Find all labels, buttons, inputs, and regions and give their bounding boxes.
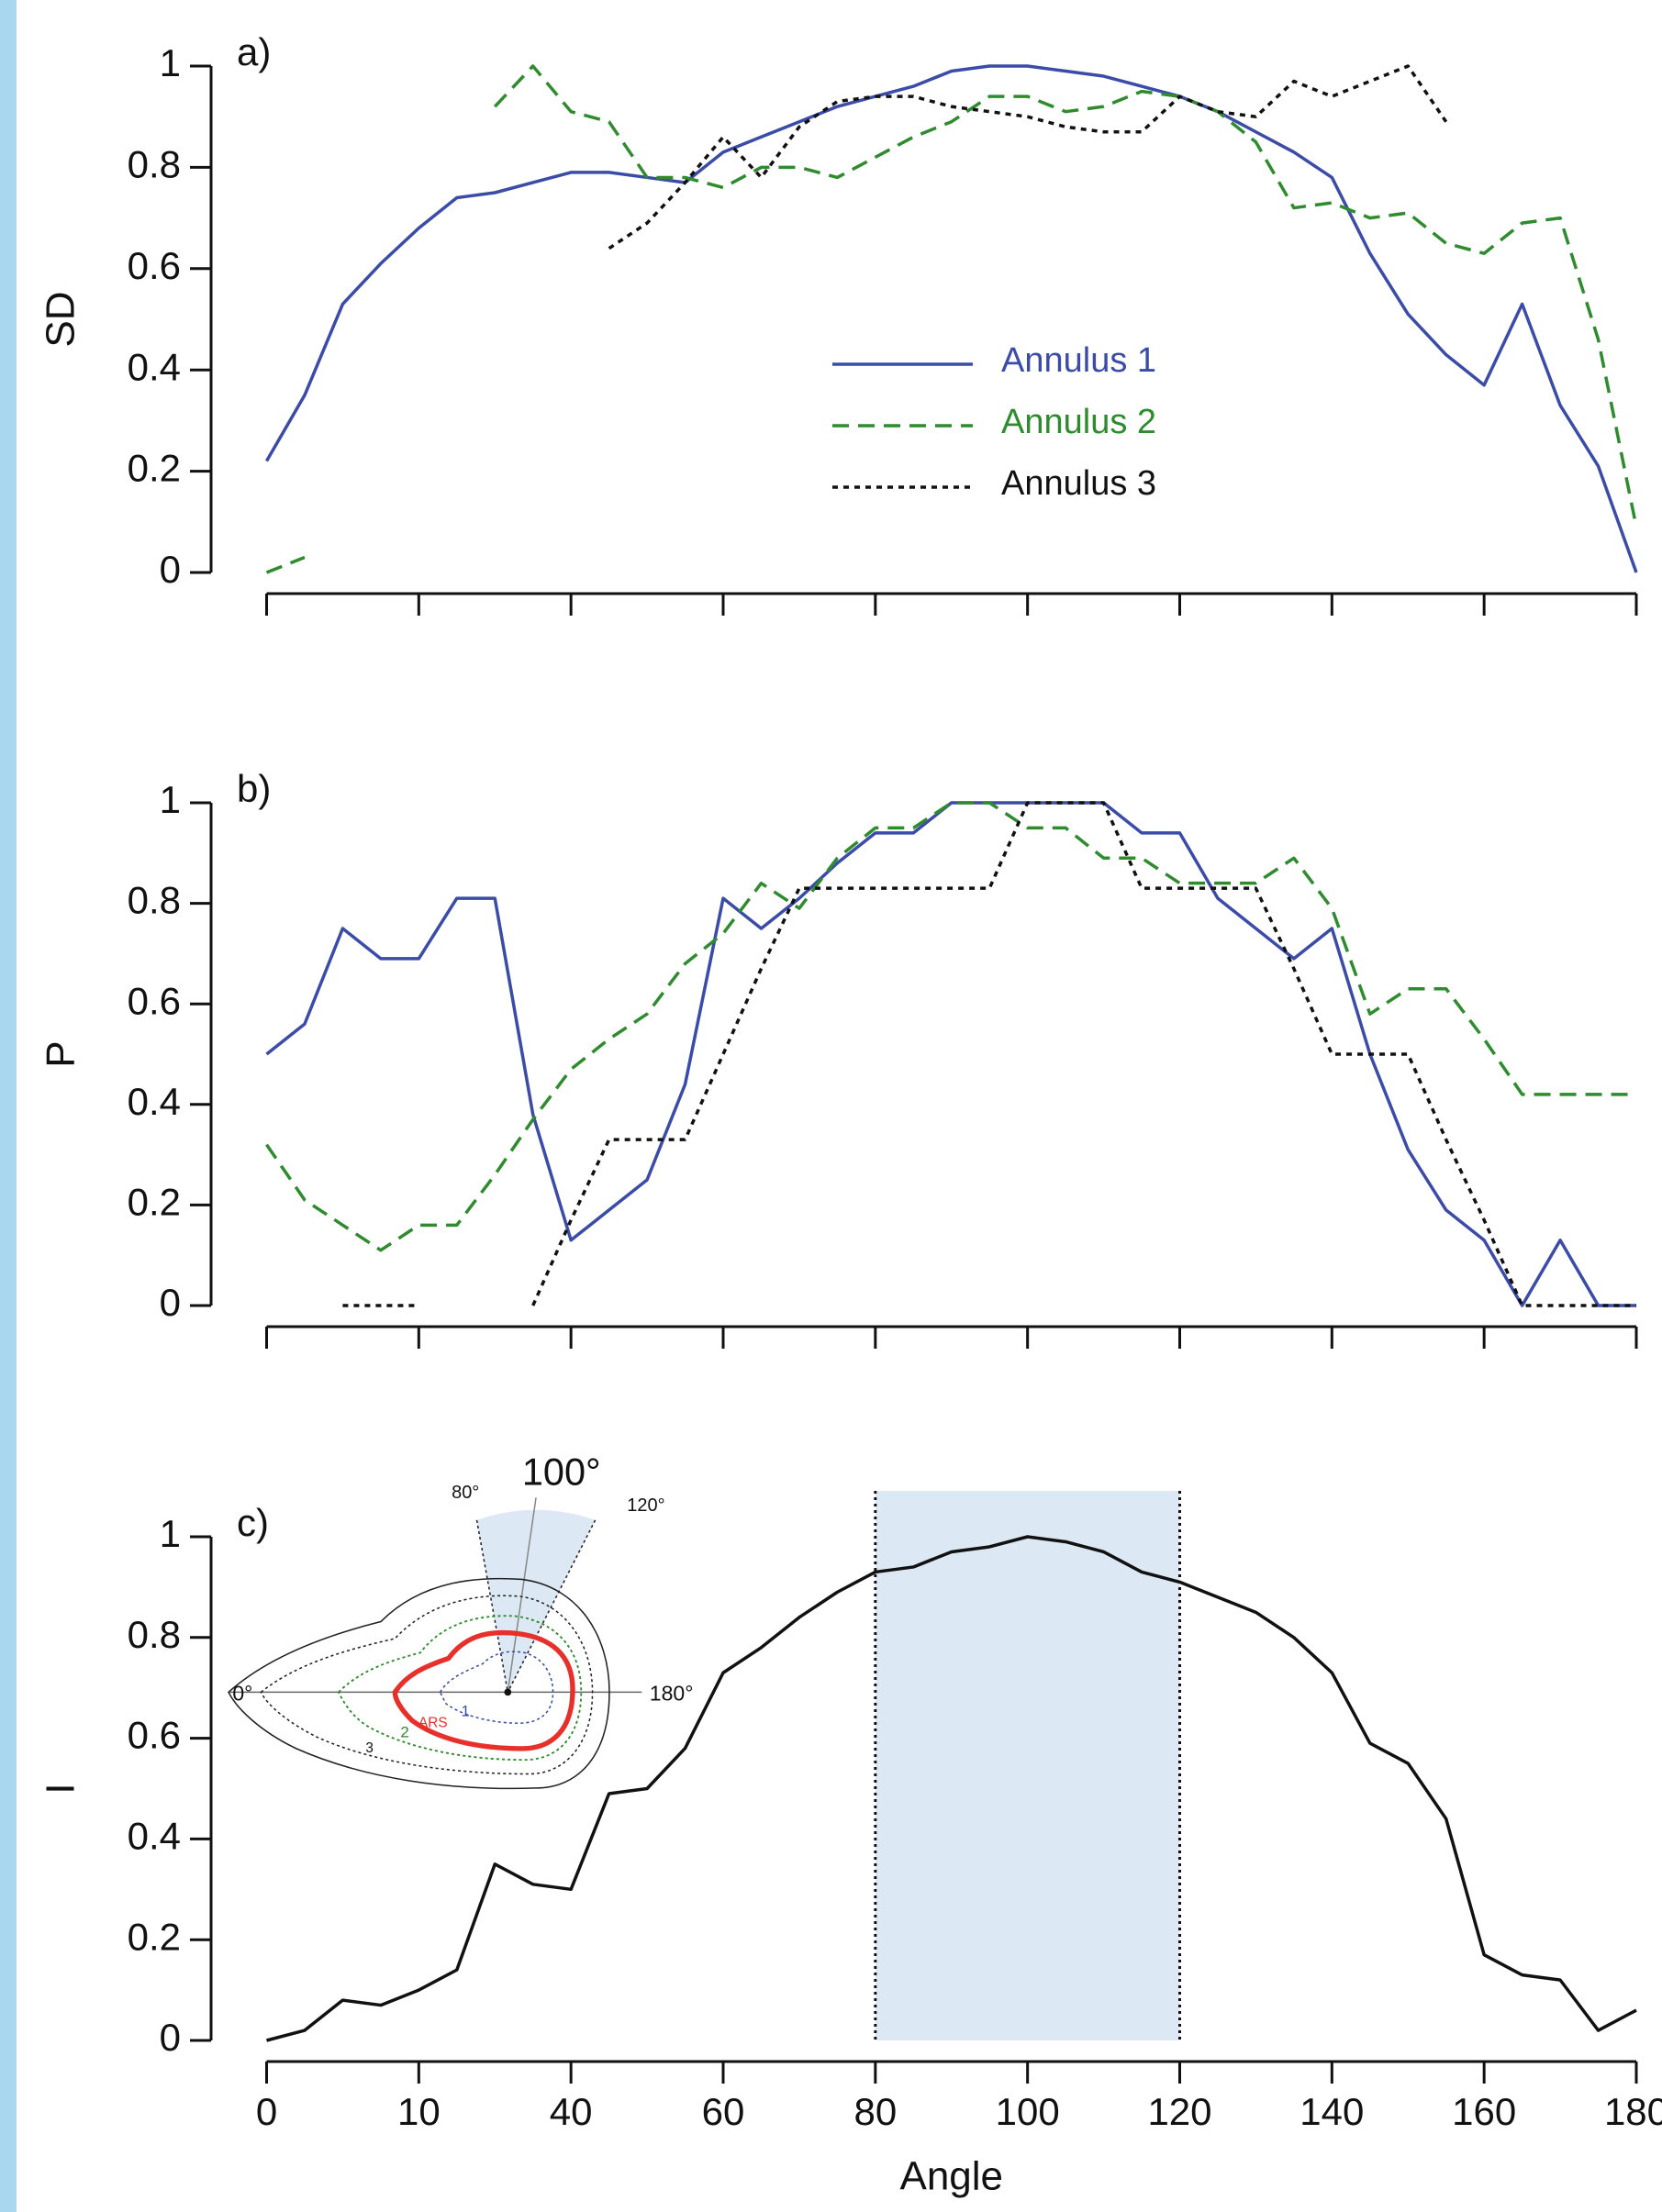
inset-center <box>504 1688 512 1696</box>
inset-label: 80° <box>452 1483 479 1503</box>
data-line <box>266 1535 1637 2042</box>
y-tick-label: 0.8 <box>128 879 181 922</box>
y-tick-label: 0 <box>160 1281 181 1324</box>
plots: 0 0.2 0.4 0.6 0.8 1 SD a) Annulus 1 Annulus 2 Annu… <box>39 30 1662 2199</box>
y-tick-label: 0.2 <box>128 1915 181 1958</box>
y-tick-label: 0.4 <box>128 345 181 388</box>
x-tick-label: 40 <box>550 2090 593 2133</box>
y-axis-label: SD <box>39 291 84 347</box>
legend-label: Annulus 1 <box>1001 341 1156 380</box>
side-strip <box>0 0 17 2212</box>
inset-ars-contour <box>392 1629 575 1751</box>
legend-label: Annulus 3 <box>1001 464 1156 503</box>
x-tick-label: 80 <box>853 2090 897 2133</box>
y-tick-label: 1 <box>160 778 181 821</box>
inset-label: 1 <box>462 1702 470 1719</box>
y-tick-label: 0.8 <box>128 142 181 185</box>
y-tick-label: 0.2 <box>128 1180 181 1223</box>
inset-label: 100° <box>522 1451 601 1494</box>
inset-contour <box>337 1615 583 1762</box>
y-tick-label: 0 <box>160 2016 181 2059</box>
x-tick-label: 0 <box>256 2090 277 2133</box>
inset-label: 3 <box>365 1740 374 1756</box>
x-tick-label: 180 <box>1604 2090 1662 2133</box>
panel-label: b) <box>237 767 271 810</box>
inset-label: 2 <box>400 1723 408 1740</box>
inset-contour <box>228 1577 610 1790</box>
y-tick-label: 0.4 <box>128 1814 181 1857</box>
highlight-band <box>875 1491 1180 2040</box>
x-tick-label: 60 <box>702 2090 745 2133</box>
y-tick-label: 0.6 <box>128 1714 181 1757</box>
inset-contour <box>439 1651 554 1724</box>
y-axis-label: I <box>39 1783 84 1794</box>
data-line <box>342 801 1636 1307</box>
panel-label: a) <box>237 30 271 73</box>
y-tick-label: 0.6 <box>128 979 181 1022</box>
inset-contour <box>260 1595 594 1775</box>
data-line <box>264 64 1638 573</box>
y-tick-label: 0.6 <box>128 244 181 287</box>
y-axis-label: P <box>39 1040 84 1067</box>
y-tick-label: 0.8 <box>128 1613 181 1656</box>
x-tick-label: 140 <box>1299 2090 1364 2133</box>
y-tick-label: 1 <box>160 1512 181 1555</box>
y-tick-label: 0.2 <box>128 447 181 490</box>
inset-sector <box>476 1509 596 1693</box>
inset-label: 120° <box>627 1495 664 1516</box>
inset-ray <box>475 1519 509 1693</box>
inset-label: 0° <box>232 1682 252 1706</box>
inset-label: ARS <box>418 1715 448 1730</box>
data-line <box>265 64 1638 574</box>
x-axis-label: Angle <box>899 2154 1003 2199</box>
y-tick-label: 0 <box>160 548 181 591</box>
x-tick-label: 160 <box>1452 2090 1516 2133</box>
x-tick-label: 120 <box>1147 2090 1211 2133</box>
panel-label: c) <box>237 1501 269 1544</box>
x-tick-label: 100 <box>996 2090 1060 2133</box>
y-tick-label: 1 <box>160 41 181 84</box>
inset-ray <box>507 1519 597 1693</box>
data-line <box>608 64 1448 250</box>
x-tick-label: 10 <box>397 2090 441 2133</box>
inset-label: 180° <box>650 1682 694 1706</box>
y-tick-label: 0.4 <box>128 1080 181 1123</box>
inset-ray <box>507 1497 537 1693</box>
data-line <box>265 801 1636 1307</box>
inset-diagram: 100° 80° 120° 0° 180° ARS 1 2 3 <box>228 1451 694 1790</box>
legend-label: Annulus 2 <box>1001 403 1156 441</box>
